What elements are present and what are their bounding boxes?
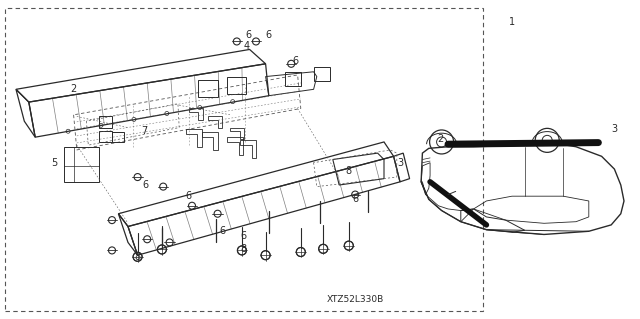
Text: 3: 3 [397,158,403,168]
Text: 7: 7 [141,126,147,136]
Text: 6: 6 [240,231,246,241]
Text: 6: 6 [266,30,272,40]
Text: XTZ52L330B: XTZ52L330B [326,295,384,304]
Text: 2: 2 [437,134,444,144]
Bar [112,132,124,142]
Text: 8: 8 [134,252,141,262]
Bar [227,77,246,94]
Text: 1: 1 [509,17,515,27]
Text: 6: 6 [352,194,358,204]
Bar [99,116,112,128]
Text: 3: 3 [611,124,618,134]
Text: 2: 2 [70,84,77,94]
Text: 8: 8 [240,244,246,255]
Bar [99,131,112,142]
Bar [198,80,218,97]
Text: 6: 6 [292,56,299,66]
Bar [285,72,301,86]
Bar [64,147,99,182]
Bar [5,8,483,311]
Text: 6: 6 [143,180,149,190]
Text: 6: 6 [220,226,226,236]
Text: 5: 5 [51,158,58,168]
Text: 6: 6 [186,191,192,201]
Text: 8: 8 [346,166,352,176]
Bar [314,67,330,81]
Text: 6: 6 [245,30,252,40]
Text: 4: 4 [243,41,250,51]
